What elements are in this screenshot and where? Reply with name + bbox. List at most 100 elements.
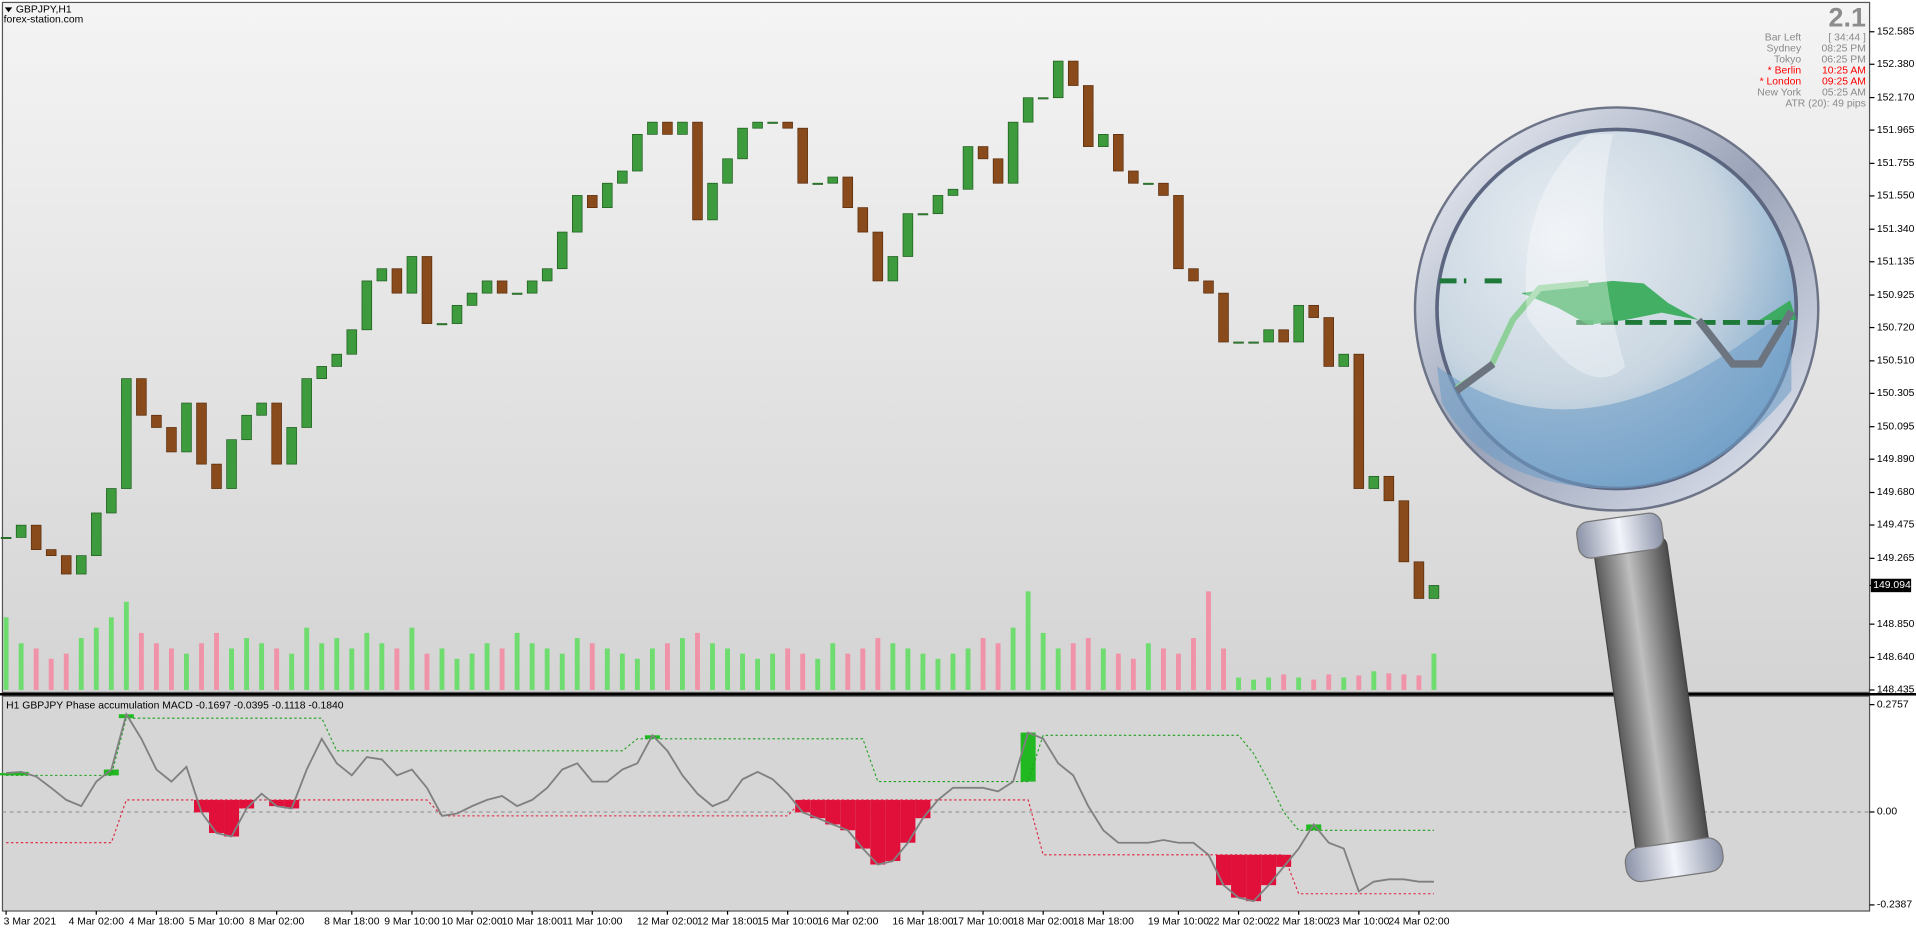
volume-bar — [1055, 648, 1061, 690]
candle-body — [1353, 353, 1365, 489]
volume-bar — [424, 653, 430, 690]
volume-bar — [559, 653, 565, 690]
x-tick-label: 18 Mar 18:00 — [1073, 917, 1134, 928]
lower-band — [6, 799, 1434, 895]
candle-body — [1188, 268, 1199, 282]
candle-body — [1203, 280, 1214, 294]
volume-bar — [1281, 674, 1287, 690]
candle-body — [286, 427, 297, 465]
volume-bar — [1010, 627, 1016, 690]
candle-body — [857, 207, 869, 233]
phase-up-fill — [1020, 732, 1036, 782]
candle-body — [271, 402, 282, 465]
info-value: 09:25 AM — [1822, 77, 1866, 88]
candle-body — [1248, 341, 1259, 344]
candle-body — [121, 378, 132, 489]
phase-down-fill — [810, 799, 826, 819]
candle-body — [917, 213, 929, 216]
phase-down-fill — [1261, 854, 1277, 886]
candle-body — [977, 146, 989, 160]
candle-body — [166, 427, 177, 453]
version-label: 2.1 — [1829, 3, 1866, 33]
x-tick-label: 8 Mar 18:00 — [324, 917, 380, 928]
volume-bar — [78, 638, 84, 690]
x-tick-label: 10 Mar 02:00 — [441, 917, 502, 928]
phase-down-fill — [1231, 854, 1247, 898]
x-tick-label: 12 Mar 18:00 — [697, 917, 758, 928]
phase-down-fill — [1246, 854, 1262, 902]
y-tick-label: 149.890 — [1877, 454, 1915, 465]
x-tick-label: 23 Mar 10:00 — [1328, 917, 1389, 928]
y-tick-label: 150.510 — [1877, 356, 1915, 367]
candle-body — [481, 280, 493, 294]
candle-body — [722, 158, 733, 184]
candle-body — [1037, 97, 1049, 100]
x-tick-label: 4 Mar 18:00 — [129, 917, 185, 928]
candle-body — [151, 414, 162, 428]
volume-bar — [860, 648, 866, 690]
candle-body — [992, 158, 1004, 184]
candle-body — [887, 256, 899, 282]
x-tick-label: 10 Mar 18:00 — [502, 917, 563, 928]
volume-bar — [710, 643, 715, 690]
volume-bar — [965, 648, 971, 690]
volume-bar — [1040, 632, 1046, 690]
macd-line — [6, 711, 1434, 903]
volume-bar — [905, 648, 911, 690]
volume-bar — [1371, 671, 1377, 690]
y-tick-label: 151.755 — [1877, 158, 1915, 169]
candle-body — [1143, 182, 1154, 185]
x-tick-label: 8 Mar 02:00 — [249, 917, 305, 928]
volume-bar — [1356, 675, 1362, 690]
x-tick-label: 17 Mar 10:00 — [952, 917, 1013, 928]
y-tick-label: 0.00 — [1877, 807, 1897, 818]
volume-bar — [1025, 591, 1031, 690]
info-label: Sydney — [1767, 44, 1802, 55]
candle-body — [331, 353, 343, 367]
volume-bar — [1145, 643, 1151, 690]
info-value: 05:25 AM — [1822, 88, 1866, 99]
x-tick-label: 22 Mar 02:00 — [1208, 917, 1269, 928]
y-tick-label: 152.170 — [1877, 92, 1915, 103]
info-value: 10:25 AM — [1822, 66, 1866, 77]
candle-body — [812, 182, 823, 185]
volume-bar — [770, 653, 776, 690]
volume-bar — [604, 648, 610, 690]
volume-bar — [980, 638, 986, 690]
volume-bar — [1416, 675, 1422, 690]
candle-body — [1428, 585, 1440, 599]
volume-bar — [634, 658, 640, 690]
candle-body — [1128, 170, 1139, 184]
x-tick-label: 3 Mar 2021 — [4, 917, 57, 928]
x-tick-label: 16 Mar 18:00 — [892, 917, 953, 928]
volume-bar — [695, 632, 700, 690]
menu-arrow[interactable] — [4, 7, 13, 13]
volume-bar — [1386, 673, 1392, 690]
x-tick-label: 9 Mar 10:00 — [384, 917, 440, 928]
volume-bar — [935, 658, 941, 690]
volume-bar — [544, 648, 550, 690]
candle-body — [556, 231, 568, 270]
candle-body — [1233, 341, 1244, 344]
x-tick-label: 18 Mar 02:00 — [1013, 917, 1074, 928]
candle-body — [1083, 85, 1094, 147]
volume-bar — [1115, 653, 1121, 690]
candle-body — [76, 555, 87, 575]
volume-bar — [409, 627, 415, 690]
volume-bar — [469, 653, 475, 690]
candle-body — [226, 439, 237, 489]
volume-bar — [1326, 674, 1332, 690]
candle-body — [361, 280, 373, 331]
candle-body — [707, 182, 718, 221]
info-value: 08:25 PM — [1821, 44, 1865, 55]
volume-bar — [108, 617, 114, 690]
volume-bar — [364, 632, 370, 690]
volume-bar — [950, 653, 956, 690]
zoom-line — [1454, 309, 1795, 394]
volume-bar — [830, 643, 836, 690]
candle-body — [647, 121, 658, 135]
volume-bar — [664, 643, 670, 690]
candle-body — [1007, 121, 1019, 184]
volume-bar — [274, 648, 280, 690]
y-tick-label: 148.435 — [1877, 685, 1915, 696]
